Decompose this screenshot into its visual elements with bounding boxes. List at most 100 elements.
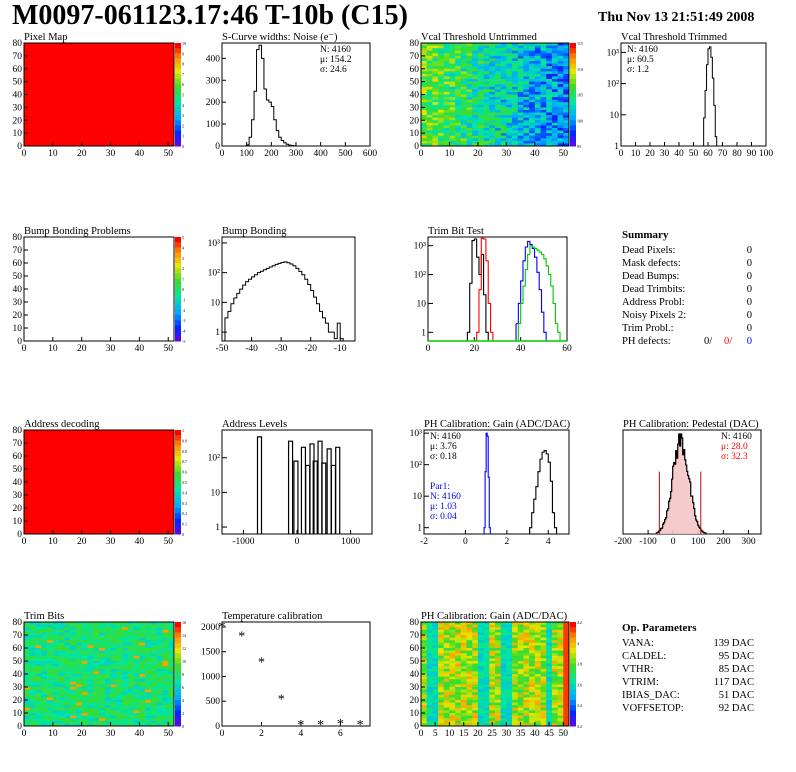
heatmap-cell [145,694,152,698]
x-tick-label: 50 [559,149,569,159]
heatmap-cell [75,666,82,670]
heatmap-cell [116,653,123,657]
heatmap-cell [466,702,473,706]
heatmap-cell [517,666,524,670]
heatmap-cell [443,66,450,70]
heatmap-cell [500,632,507,636]
heatmap-cells [421,43,570,147]
heatmap-cell [472,648,479,651]
heatmap-cell [421,53,427,57]
heatmap-cell [93,627,100,631]
heatmap-cell [75,624,82,628]
heatmap-cell [139,697,146,701]
heatmap-cell [52,658,59,662]
heatmap-cell [466,117,473,121]
heatmap-cell [483,107,490,111]
heatmap-cell [75,720,82,724]
heatmap-cell [58,720,65,724]
heatmap-cell [500,91,507,95]
heatmap-cell [145,653,152,657]
heatmap-cell [534,120,541,124]
heatmap-cell [110,658,117,662]
heatmap-cell [426,635,433,638]
heatmap-cell [455,91,462,95]
heatmap-cell [489,637,496,641]
heatmap-cell [483,125,490,129]
heatmap-cell [557,720,564,724]
pedestal-bar [678,433,680,534]
heatmap-cell [477,697,484,701]
heatmap-cell [150,645,157,649]
heatmap-cell [551,627,558,631]
heatmap-cell [563,97,570,100]
heatmap-cell [466,102,473,106]
heatmap-cell [93,692,100,696]
heatmap-cell [70,645,77,649]
heatmap-cell [75,694,82,698]
heatmap-cell [162,676,169,680]
heatmap-cell [483,692,490,696]
heatmap-cell [540,668,547,672]
heatmap-cell [81,702,88,706]
heatmap-cell [460,718,467,722]
colorbar-segment [570,58,576,65]
heatmap-cell [495,135,501,139]
heatmap-cell [563,79,570,82]
x-tick-label: 90 [747,149,757,159]
pedestal-bar [690,496,692,534]
heatmap-cell [81,624,88,628]
summary-value: 0 [746,297,752,308]
heatmap-cell [64,718,71,722]
heatmap-cell [58,655,65,659]
heatmap-cell [87,640,94,644]
heatmap-cell [529,627,536,631]
heatmap-cell [512,71,519,75]
heatmap-cell [563,629,570,633]
heatmap-cell [483,723,490,727]
heatmap-cell [150,702,157,706]
heatmap-cell [557,135,564,139]
heatmap-cell [466,689,473,693]
heatmap-cell [540,648,547,651]
y-tick-label: 60 [410,65,420,75]
heatmap-cell [557,687,564,690]
heatmap-cell [506,692,513,696]
heatmap-cell [495,666,501,670]
heatmap-cell [443,76,450,80]
heatmap-cell [506,84,513,88]
colorbar-segment [175,299,181,306]
heatmap-cell [133,707,140,711]
heatmap-cell [483,668,490,672]
plot-title: Trim Bit Test [428,226,484,237]
heatmap-cell [421,668,427,672]
pedestal-bar [680,434,682,534]
heatmap-cell [87,718,94,722]
heatmap-cell [70,663,77,667]
heatmap-cell [477,63,484,67]
plot-title: Pixel Map [24,32,67,43]
y-tick-label: 20 [13,696,23,706]
heatmap-cell [517,73,524,77]
heatmap-cell [529,648,536,651]
heatmap-cell [24,713,31,716]
heatmap-cell [460,91,467,95]
heatmap-cell [421,73,427,77]
heatmap-cell [122,629,129,633]
heatmap-cell [449,642,456,646]
heatmap-cell [75,715,82,719]
heatmap-cell [443,676,450,680]
heatmap-cell [139,637,146,641]
y-tick-label: 80 [13,618,23,628]
heatmap-cell [517,109,524,113]
heatmap-cell [529,702,536,706]
heatmap-cell [472,127,479,131]
heatmap-cell [432,135,439,139]
heatmap-cell [483,694,490,698]
y-tick-label: 0 [414,722,419,732]
heatmap-cell [500,661,507,664]
summary-value: 0 [746,271,752,282]
heatmap-cell [477,45,484,49]
heatmap-cell [529,632,536,636]
heatmap-cell [87,624,94,628]
heatmap-cell [529,676,536,680]
